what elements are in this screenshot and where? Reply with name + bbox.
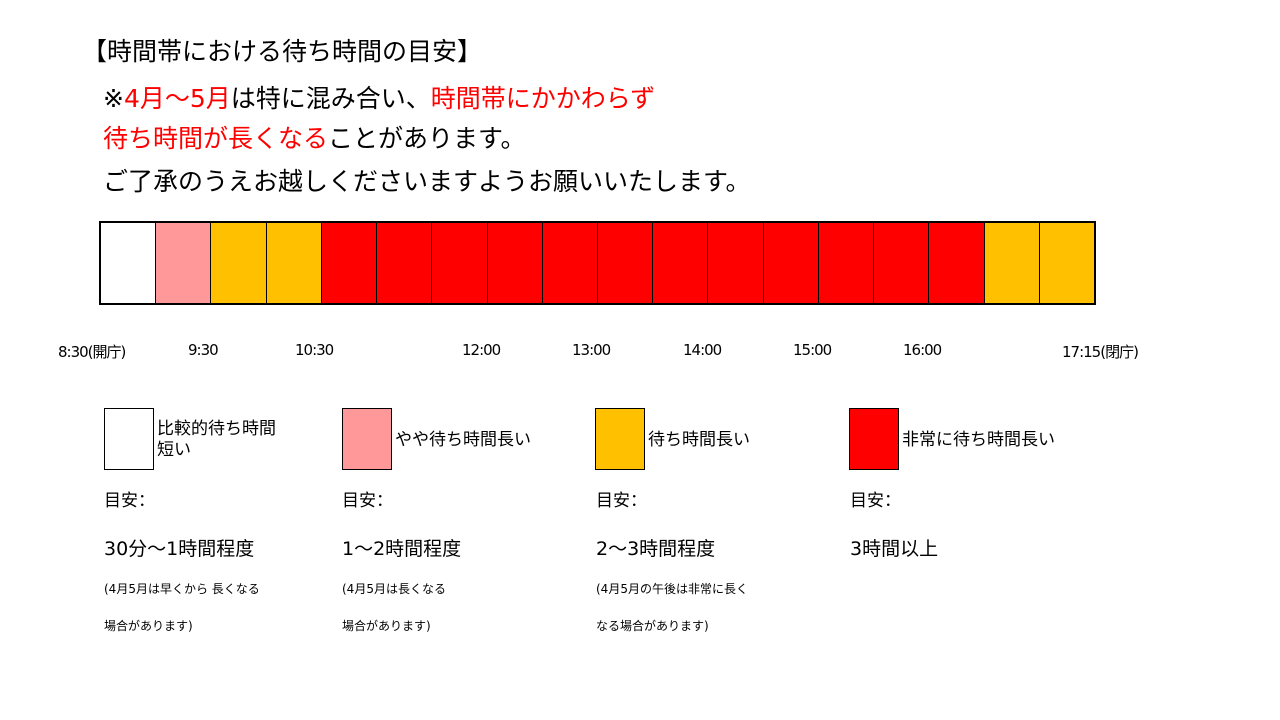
tick-label-1200: 12:00 — [462, 341, 501, 359]
timeline-slot-long — [1038, 223, 1094, 303]
timeline-slot-very-long — [817, 223, 874, 303]
legend-label-very-long: 非常に待ち時間長い — [902, 430, 1055, 450]
timeline-slot-very-long — [376, 223, 432, 303]
legend-range-very-long: 3時間以上 — [850, 538, 939, 560]
tick-label-1400: 14:00 — [683, 341, 722, 359]
notice-period-highlight: 4月～5月 — [123, 84, 231, 113]
notice-regardless-highlight: 時間帯にかかわらず — [430, 84, 656, 113]
legend-meta-short: 目安： — [104, 491, 155, 511]
timeline-slot-short — [101, 223, 156, 303]
legend-swatch-short — [104, 408, 154, 470]
timeline-slot-long — [265, 223, 321, 303]
legend-label-short-line2: 短い — [157, 440, 191, 460]
legend-swatch-very-long — [849, 408, 899, 470]
timeline-slot-very-long — [762, 223, 818, 303]
legend-swatch-long — [595, 408, 645, 470]
legend-range-slightly-long: 1～2時間程度 — [342, 538, 462, 560]
legend-label-short-line1: 比較的待ち時間 — [157, 419, 276, 439]
legend-note-short-line1: (4月5月は早くから 長くなる — [104, 582, 260, 596]
timeline-slot-very-long — [928, 223, 984, 303]
legend-note-slightly-long-line2: 場合があります) — [342, 619, 431, 633]
legend-note-long-line1: (4月5月の午後は非常に長く — [596, 582, 748, 596]
page-title: 【時間帯における待ち時間の目安】 — [82, 37, 483, 66]
legend-meta-slightly-long: 目安： — [342, 491, 393, 511]
notice-longer-highlight: 待ち時間が長くなる — [103, 124, 329, 153]
timeline-slot-slightly-long — [155, 223, 211, 303]
legend-meta-long: 目安： — [596, 491, 647, 511]
wait-time-timeline-bar — [99, 221, 1096, 305]
tick-label-1030: 10:30 — [295, 341, 334, 359]
notice-line-2: 待ち時間が長くなることがあります。 — [103, 122, 526, 156]
legend-range-long: 2～3時間程度 — [596, 538, 716, 560]
notice-line-3: ご了承のうえお越しくださいますようお願いいたします。 — [103, 167, 751, 196]
timeline-slot-very-long — [541, 223, 597, 303]
tick-label-1715: 17:15(閉庁) — [1062, 343, 1139, 361]
timeline-slot-long — [983, 223, 1039, 303]
timeline-slot-very-long — [652, 223, 708, 303]
timeline-slot-very-long — [431, 223, 487, 303]
legend-swatch-slightly-long — [342, 408, 392, 470]
legend-meta-very-long: 目安： — [850, 491, 901, 511]
notice-crowded-text: は特に混み合い、 — [230, 84, 431, 113]
timeline-slot-very-long — [596, 223, 653, 303]
tick-label-0830: 8:30(開庁) — [58, 343, 126, 361]
legend-note-slightly-long-line1: (4月5月は長くなる — [342, 582, 446, 596]
legend-range-short: 30分～1時間程度 — [104, 538, 255, 560]
timeline-slot-very-long — [486, 223, 542, 303]
notice-possible-text: ことがあります。 — [328, 124, 526, 153]
legend-label-short: 比較的待ち時間 短い — [157, 419, 276, 461]
tick-label-1300: 13:00 — [572, 341, 611, 359]
legend-note-long-line2: なる場合があります) — [596, 619, 709, 633]
tick-label-1600: 16:00 — [903, 341, 942, 359]
legend-label-long: 待ち時間長い — [648, 430, 750, 450]
timeline-slot-very-long — [320, 223, 377, 303]
notice-line-1: ※4月～5月は特に混み合い、時間帯にかかわらず — [103, 82, 655, 116]
legend-label-slightly-long: やや待ち時間長い — [395, 430, 531, 450]
timeline-slot-very-long — [873, 223, 929, 303]
legend-note-short-line2: 場合があります) — [104, 619, 193, 633]
timeline-slot-very-long — [707, 223, 763, 303]
tick-label-1500: 15:00 — [793, 341, 832, 359]
notice-mark: ※ — [103, 84, 124, 113]
tick-label-0930: 9:30 — [188, 341, 219, 359]
timeline-slot-long — [210, 223, 266, 303]
